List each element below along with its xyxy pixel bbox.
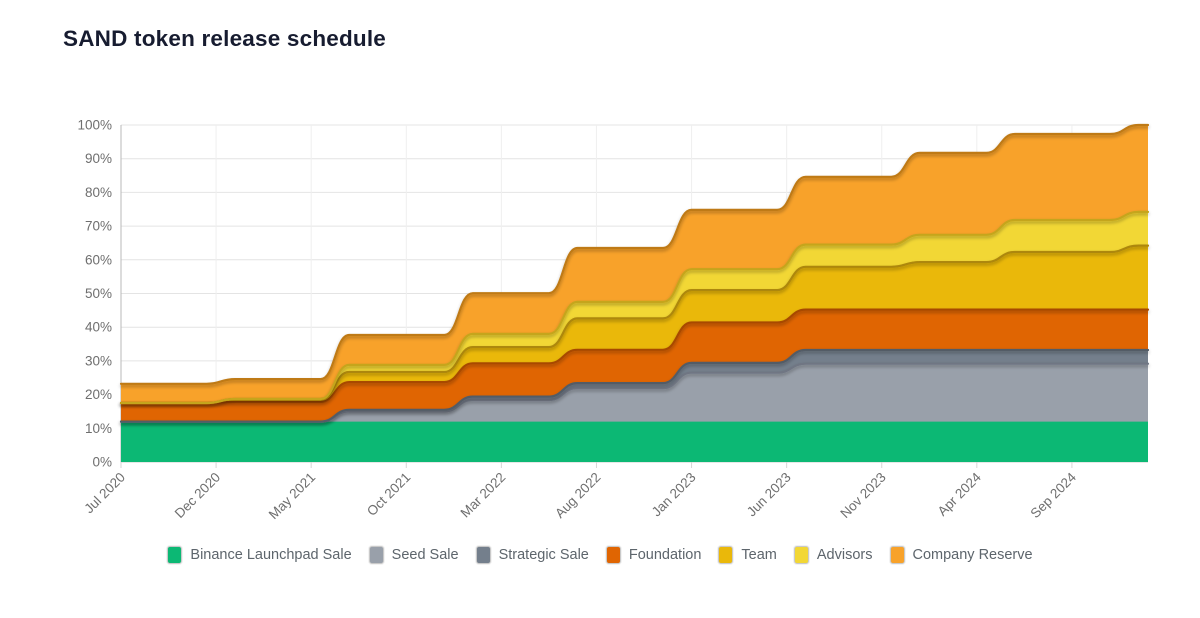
x-axis-label: Nov 2023 [837, 470, 888, 521]
x-axis-label: Jun 2023 [744, 470, 794, 520]
x-axis-label: Sep 2024 [1028, 469, 1080, 521]
legend-item-company-reserve[interactable]: Company Reserve [889, 546, 1033, 564]
y-axis-label: 20% [85, 387, 112, 402]
legend-swatch-team [718, 546, 734, 564]
chart-legend: Binance Launchpad Sale Seed Sale Strategic… [0, 546, 1200, 564]
area-binance-launchpad-sale [121, 421, 1148, 462]
legend-label: Binance Launchpad Sale [190, 547, 352, 563]
legend-label: Advisors [816, 547, 873, 563]
chart-title: SAND token release schedule [63, 26, 387, 51]
legend-item-strategic-sale[interactable]: Strategic Sale [475, 546, 589, 564]
x-axis-label: Aug 2022 [552, 470, 603, 521]
y-axis-label: 50% [85, 286, 112, 301]
legend-label: Seed Sale [391, 547, 459, 563]
legend-swatch-advisors [793, 546, 809, 564]
legend-item-team[interactable]: Team [718, 546, 777, 564]
x-axis-label: Mar 2022 [458, 470, 509, 521]
x-axis-label: Jan 2023 [649, 470, 699, 520]
legend-swatch-binance-launchpad-sale [167, 546, 183, 564]
x-axis-label: Apr 2024 [935, 469, 985, 519]
legend-label: Company Reserve [912, 547, 1033, 563]
edge-strategic-sale [119, 348, 1150, 423]
y-axis-label: 0% [92, 455, 112, 470]
legend-item-advisors[interactable]: Advisors [793, 546, 873, 564]
edge-foundation [119, 308, 1150, 405]
legend-label: Foundation [628, 547, 702, 563]
x-axis-label: Jul 2020 [81, 470, 128, 517]
stacked-areas [121, 125, 1148, 462]
x-axis-label: Oct 2021 [364, 470, 413, 519]
legend-item-binance-launchpad-sale[interactable]: Binance Launchpad Sale [167, 546, 352, 564]
y-axis-label: 90% [85, 151, 112, 166]
legend-swatch-foundation [605, 546, 621, 564]
x-axis-label: May 2021 [266, 470, 319, 523]
legend-swatch-seed-sale [368, 546, 384, 564]
edge-advisors [119, 210, 1150, 405]
legend-label: Team [741, 547, 777, 563]
legend-label: Strategic Sale [498, 547, 589, 563]
edge-team [119, 244, 1150, 405]
y-axis-label: 80% [85, 185, 112, 200]
y-axis-label: 40% [85, 320, 112, 335]
y-axis-label: 30% [85, 353, 112, 368]
legend-swatch-company-reserve [889, 546, 905, 564]
edge-company-reserve [119, 123, 1150, 385]
legend-item-seed-sale[interactable]: Seed Sale [368, 546, 459, 564]
area-edges [119, 123, 1150, 423]
legend-swatch-strategic-sale [475, 546, 491, 564]
x-axis-label: Dec 2020 [172, 470, 223, 521]
y-axis-label: 70% [85, 219, 112, 234]
y-axis-label: 60% [85, 252, 112, 267]
legend-item-foundation[interactable]: Foundation [605, 546, 702, 564]
y-axis-label: 100% [77, 118, 112, 133]
y-axis-label: 10% [85, 421, 112, 436]
release-schedule-chart[interactable]: 0% 10% 20% 30% 40% 50% 60% 70% 80% 90% 100% Jul 202… [0, 0, 1200, 545]
